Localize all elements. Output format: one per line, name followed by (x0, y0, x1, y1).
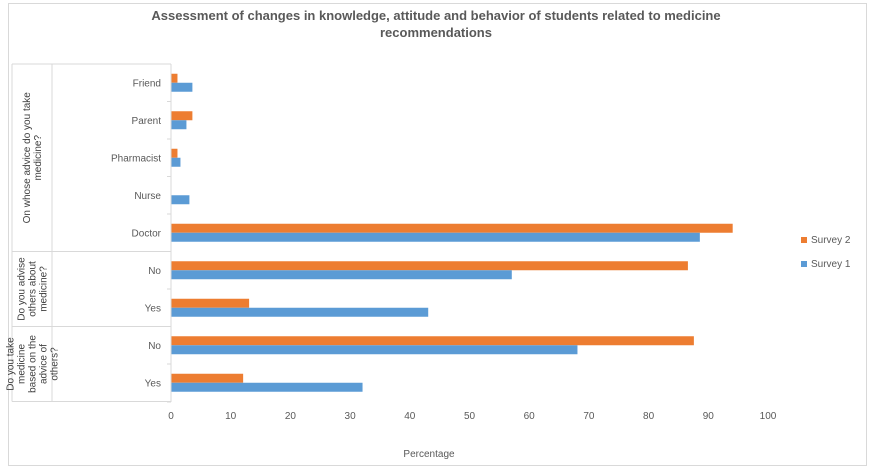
category-label: No (148, 341, 161, 352)
plot-area: On whose advice do you takemedicine? Frie… (6, 63, 777, 422)
x-tick-label: 40 (404, 411, 416, 422)
category-label: Friend (133, 78, 161, 89)
bar-survey-1 (171, 382, 363, 392)
legend-swatch (801, 237, 807, 243)
category-label: Parent (132, 116, 162, 127)
bar-survey-1 (171, 195, 190, 205)
group-label-3: Do you takemedicinebased on theadvice of… (6, 335, 61, 393)
bar-survey-1 (171, 120, 187, 130)
x-axis-title: Percentage (403, 449, 455, 460)
group-label-1: On whose advice do you takemedicine? (22, 92, 44, 224)
bar-survey-1 (171, 157, 181, 167)
x-tick-label: 60 (524, 411, 536, 422)
category-label: Doctor (132, 228, 162, 239)
category-label: Pharmacist (111, 153, 161, 164)
bar-survey-2 (171, 298, 250, 308)
bar-survey-1 (171, 345, 578, 355)
category-label: Yes (145, 303, 161, 314)
bar-survey-2 (171, 373, 244, 383)
x-tick-label: 0 (168, 411, 174, 422)
category-label: No (148, 266, 161, 277)
bar-survey-1 (171, 307, 429, 317)
bar-survey-2 (171, 148, 178, 158)
x-tick-label: 20 (285, 411, 297, 422)
category-label: Nurse (134, 191, 161, 202)
group-label-2: Do you adviseothers aboutmedicine? (17, 257, 50, 321)
chart-title-line-2: recommendations (380, 25, 492, 40)
x-tick-label: 80 (643, 411, 655, 422)
legend: Survey 2 Survey 1 (801, 235, 851, 270)
bar-survey-1 (171, 232, 700, 242)
x-tick-label: 100 (760, 411, 777, 422)
x-tick-label: 30 (345, 411, 357, 422)
bar-survey-1 (171, 270, 512, 280)
bar-survey-1 (171, 82, 193, 92)
x-tick-label: 70 (583, 411, 595, 422)
bar-survey-2 (171, 261, 688, 271)
bar-survey-2 (171, 111, 193, 121)
x-tick-label: 10 (225, 411, 237, 422)
x-tick-label: 50 (464, 411, 476, 422)
x-tick-label: 90 (703, 411, 715, 422)
bar-survey-2 (171, 73, 178, 83)
category-label: Yes (145, 378, 161, 389)
legend-label: Survey 2 (811, 235, 851, 246)
legend-swatch (801, 261, 807, 267)
bar-survey-2 (171, 223, 733, 233)
bar-survey-2 (171, 336, 694, 346)
chart-title-line-1: Assessment of changes in knowledge, atti… (151, 8, 720, 23)
legend-label: Survey 1 (811, 259, 851, 270)
